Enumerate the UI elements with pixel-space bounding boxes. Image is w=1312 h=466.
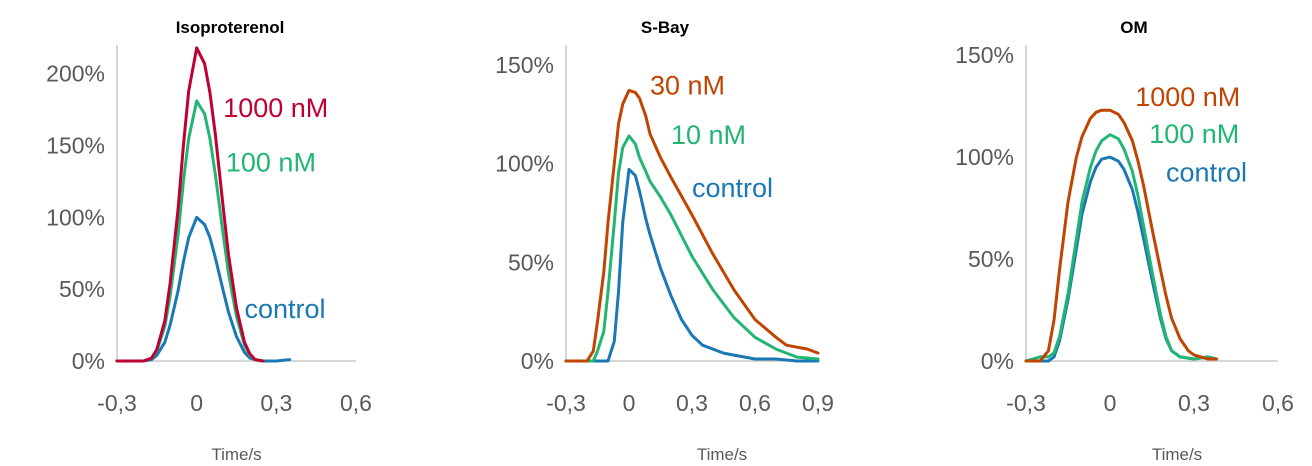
x-tick-label: -0,3 xyxy=(1006,390,1046,416)
y-tick-label: 150% xyxy=(495,52,554,78)
series-line-100-nm xyxy=(1024,133,1218,363)
y-tick-label: 50% xyxy=(59,276,105,302)
chart-panel-2: OM 0% 50% 100% 150% -0,3 0 0,3 0,6 Time/s 1000 nM 1… xyxy=(955,18,1294,464)
x-tick-label: -0,3 xyxy=(546,390,586,416)
x-tick-label: 0,6 xyxy=(340,390,372,416)
chart-panel-1: S-Bay 0% 50% 100% 150% -0,3 0 0,3 0,6 0,9 Time/s 30… xyxy=(495,18,834,464)
series-label: 100 nM xyxy=(1149,119,1239,149)
y-tick-label: 50% xyxy=(968,246,1014,272)
y-tick-label: 200% xyxy=(46,61,105,87)
series-label: control xyxy=(692,173,773,203)
series-line-control xyxy=(115,215,292,363)
y-tick-label: 150% xyxy=(46,133,105,159)
chart-title: S-Bay xyxy=(641,18,690,37)
x-tick-label: 0 xyxy=(190,390,203,416)
y-tick-label: 100% xyxy=(46,204,105,230)
y-tick-label: 100% xyxy=(955,144,1014,170)
chart-title: Isoproterenol xyxy=(176,18,285,37)
series-label: 1000 nM xyxy=(223,93,328,123)
x-axis-label: Time/s xyxy=(697,445,747,464)
y-tick-label: 50% xyxy=(508,249,554,275)
chart-panel-0: Isoproterenol 0% 50% 100% 150% 200% -0,3 0 0,3 0,… xyxy=(46,18,372,464)
series-line-30-nm xyxy=(564,88,820,363)
x-tick-label: 0,6 xyxy=(1262,390,1294,416)
series-label: 10 nM xyxy=(671,120,746,150)
series-label: control xyxy=(1166,158,1247,188)
series-line-control xyxy=(564,167,820,363)
chart-title: OM xyxy=(1120,18,1147,37)
y-tick-label: 150% xyxy=(955,42,1014,68)
y-tick-label: 0% xyxy=(981,348,1014,374)
series-line-1000-nm xyxy=(1024,108,1218,363)
x-tick-label: 0,9 xyxy=(802,390,834,416)
x-tick-label: 0 xyxy=(623,390,636,416)
x-tick-label: 0 xyxy=(1104,390,1117,416)
series-line-10-nm xyxy=(564,134,820,363)
y-tick-label: 0% xyxy=(72,348,105,374)
x-tick-label: 0,3 xyxy=(260,390,292,416)
series-line-1000-nm xyxy=(115,46,265,363)
y-tick-label: 0% xyxy=(521,348,554,374)
x-tick-label: 0,3 xyxy=(676,390,708,416)
x-axis-label: Time/s xyxy=(1152,445,1202,464)
x-tick-label: 0,6 xyxy=(739,390,771,416)
series-line-control xyxy=(1024,155,1218,363)
series-label: 100 nM xyxy=(226,147,316,177)
x-axis-label: Time/s xyxy=(211,445,261,464)
x-tick-label: 0,3 xyxy=(1178,390,1210,416)
y-tick-label: 100% xyxy=(495,151,554,177)
series-label: 1000 nM xyxy=(1135,82,1240,112)
series-label: 30 nM xyxy=(650,70,725,100)
series-label: control xyxy=(244,294,325,324)
x-tick-label: -0,3 xyxy=(97,390,137,416)
